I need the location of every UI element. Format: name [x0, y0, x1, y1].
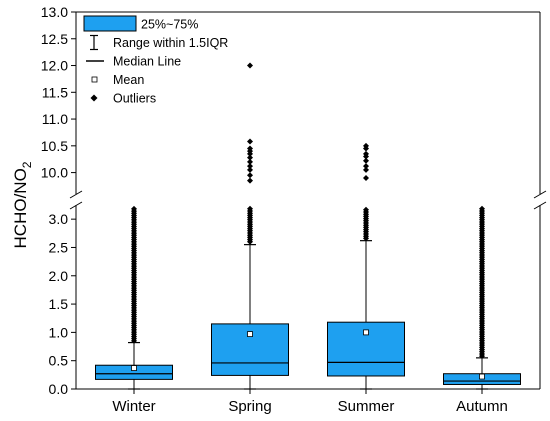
- legend-entry-label-1: Range within 1.5IQR: [113, 36, 228, 50]
- mean-marker: [479, 373, 485, 380]
- legend-mean-swatch: [91, 76, 98, 83]
- legend-symbol-0: [83, 15, 137, 32]
- y-lower-tick-label: 1.0: [49, 324, 69, 340]
- outlier-point: [363, 206, 369, 213]
- box-summer: [327, 142, 405, 390]
- outlier-point: [247, 177, 253, 184]
- outlier-point: [363, 157, 369, 164]
- legend-symbol-4: [90, 94, 98, 102]
- legend-symbol-3: [91, 76, 98, 83]
- y-upper-tick-label: 11.5: [42, 84, 68, 100]
- axes: 0.0 0.5 1.0 1.5 2.0 2.5 3.0 10.0 10.5 11.0 11.5 12.…: [41, 4, 547, 415]
- box-autumn: [443, 205, 521, 390]
- legend-entry-label-3: Mean: [113, 73, 144, 87]
- outlier-point: [247, 138, 253, 145]
- y-axis-label-subscript: 2: [20, 161, 34, 168]
- outlier-point: [131, 205, 137, 212]
- axis-break-mark-top: [69, 190, 83, 199]
- y-lower-tick-label: 2.5: [49, 239, 69, 255]
- outlier-point: [363, 150, 369, 157]
- y-lower-tick-label: 0.0: [49, 381, 69, 397]
- x-tick-label-winter: Winter: [112, 398, 155, 415]
- mean-marker: [131, 365, 137, 371]
- outlier-point: [247, 154, 253, 161]
- legend-entry-label-4: Outliers: [113, 92, 156, 106]
- axis-break-mark-right-bottom: [533, 201, 547, 210]
- outlier-point: [363, 174, 369, 181]
- mean-marker: [363, 329, 369, 336]
- box-spring: [211, 62, 289, 390]
- y-lower-tick-label: 1.5: [49, 296, 69, 312]
- y-axis-label: HCHO/NO2: [11, 161, 34, 248]
- box-winter: [95, 205, 173, 390]
- axis-break-mark-bottom: [69, 201, 83, 210]
- y-upper-tick-label: 10.5: [41, 138, 68, 154]
- x-tick-label-spring: Spring: [228, 398, 271, 415]
- legend-entry-label-0: 25%~75%: [141, 18, 198, 32]
- y-upper-tick-label: 13.0: [41, 4, 68, 20]
- outlier-point: [247, 158, 253, 165]
- x-tick-label-summer: Summer: [338, 398, 395, 415]
- y-axis-label-main: HCHO/NO: [11, 168, 30, 248]
- y-lower-tick-label: 2.0: [49, 268, 69, 284]
- y-upper-tick-label: 12.0: [41, 58, 68, 74]
- mean-marker: [247, 331, 253, 337]
- outlier-point: [363, 163, 369, 170]
- y-lower-tick-label: 3.0: [49, 211, 69, 227]
- outlier-point: [247, 62, 253, 69]
- outlier-point: [247, 163, 253, 170]
- legend: 25%~75% Range within 1.5IQR Median Line Mea…: [83, 15, 228, 106]
- x-tick-label-autumn: Autumn: [456, 398, 508, 415]
- axis-break-mark-right-top: [533, 190, 547, 199]
- outlier-point: [247, 145, 253, 152]
- legend-symbol-1: [90, 34, 98, 51]
- outlier-point: [247, 166, 253, 173]
- legend-box-swatch: [83, 15, 137, 32]
- outlier-point: [363, 166, 369, 173]
- box-series: [95, 62, 521, 390]
- y-upper-tick-label: 12.5: [41, 31, 68, 47]
- outlier-point: [479, 205, 485, 212]
- y-lower-tick-label: 0.5: [49, 353, 69, 369]
- legend-outlier-swatch: [90, 94, 98, 102]
- outlier-point: [247, 172, 253, 179]
- y-upper-tick-label: 11.0: [42, 111, 68, 127]
- outlier-point: [363, 142, 369, 149]
- y-upper-tick-label: 10.0: [41, 165, 68, 181]
- outlier-point: [247, 205, 253, 212]
- legend-entry-label-2: Median Line: [113, 55, 181, 69]
